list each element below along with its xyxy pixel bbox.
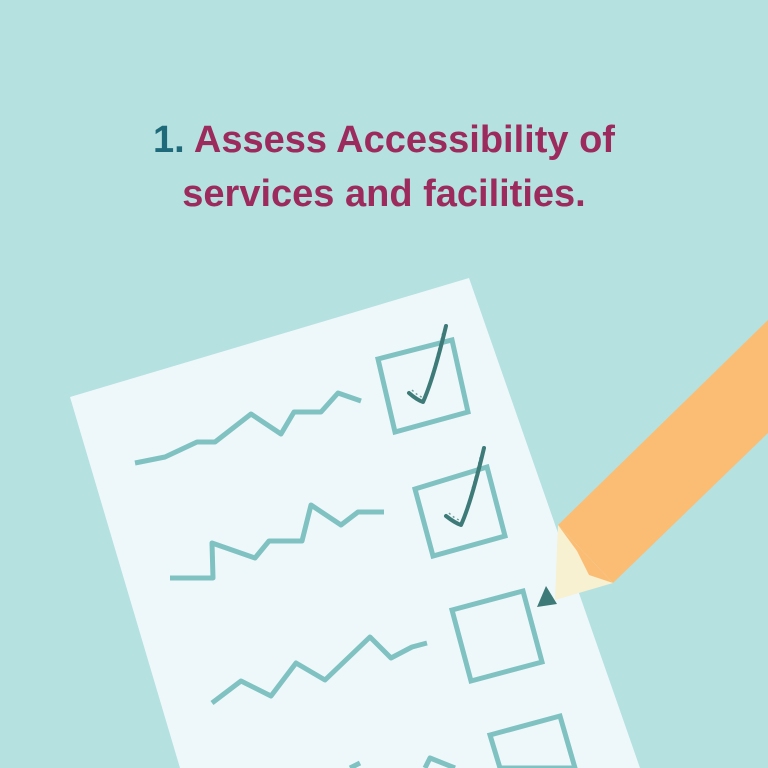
pencil-body [558,320,768,583]
title-line-1: Assess Accessibility of [193,119,615,161]
text-line-1 [134,390,362,466]
pencil-icon [537,320,768,607]
pencil-lead-tip [537,586,557,607]
text-line-4b [422,755,456,768]
checkmark-icon [444,446,486,527]
step-number: 1. [153,119,185,161]
pencil-wood-shade [558,525,613,583]
checkbox-icon[interactable] [448,587,546,685]
checkbox-icon[interactable] [411,463,509,560]
checkbox-icon[interactable] [486,712,578,768]
text-line-3 [210,634,428,705]
text-line-2 [170,502,384,581]
title-line-2: services and facilities. [182,173,586,215]
checkmark-icon [407,324,448,404]
checkbox-icon[interactable] [375,336,471,436]
text-line-4 [348,760,362,768]
paper-sheet [70,278,640,768]
page-title: 1. Assess Accessibility of services and … [0,113,768,221]
